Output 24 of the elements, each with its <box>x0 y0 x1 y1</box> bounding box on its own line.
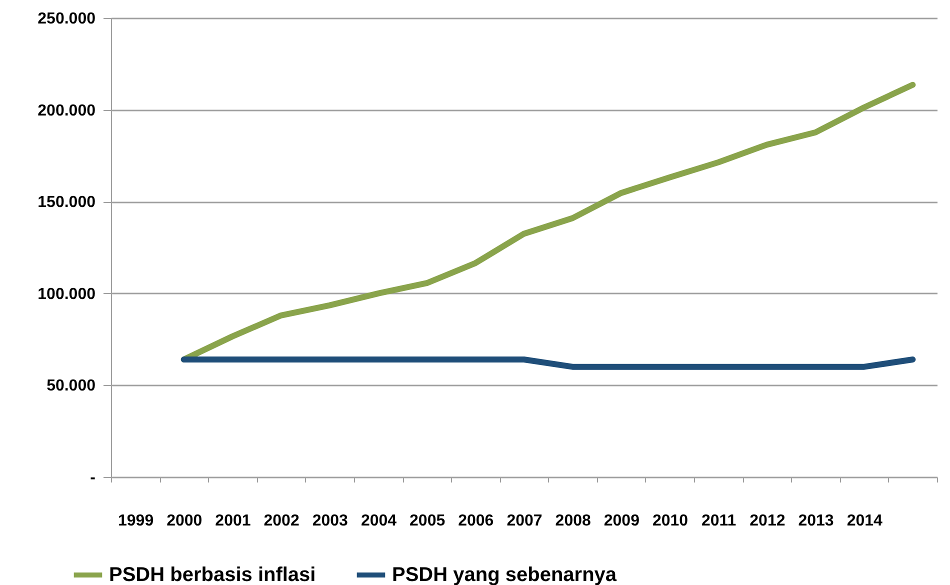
x-tick-label: 2006 <box>458 512 494 530</box>
x-tick-label: 2014 <box>846 512 883 530</box>
x-tick-label: 1999 <box>118 512 154 530</box>
legend-label: PSDH yang sebenarnya <box>392 564 618 585</box>
y-tick-label: 250.000 <box>38 10 96 28</box>
x-tick-label: 2002 <box>264 512 300 530</box>
y-tick-label: - <box>90 470 96 486</box>
x-tick-label: 2012 <box>750 512 786 530</box>
x-tick-label: 2007 <box>506 512 542 530</box>
x-tick-label: 2000 <box>166 512 202 530</box>
y-tick-label: 100.000 <box>38 286 96 303</box>
x-tick-label: 2001 <box>215 512 251 530</box>
x-tick-label: 2009 <box>604 512 640 530</box>
x-tick-label: 2010 <box>652 512 688 530</box>
y-tick-label: 150.000 <box>38 194 96 212</box>
x-tick-label: 2005 <box>410 512 446 530</box>
x-tick-label: 2011 <box>701 512 736 530</box>
x-tick-label: 2004 <box>360 512 397 530</box>
legend-label: PSDH berbasis inflasi <box>109 564 316 585</box>
y-tick-label: 50.000 <box>46 378 96 395</box>
x-tick-label: 2003 <box>312 512 348 530</box>
x-tick-label: 2013 <box>798 512 834 530</box>
y-tick-label: 200.000 <box>38 102 96 120</box>
x-tick-label: 2008 <box>555 512 591 530</box>
